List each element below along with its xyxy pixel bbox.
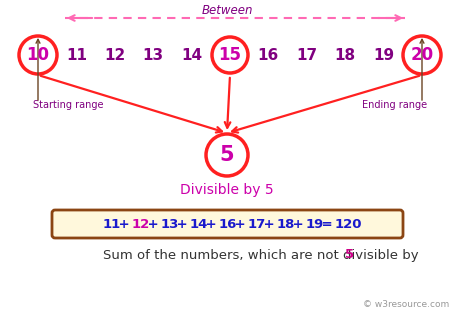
Text: Between: Between (201, 4, 253, 17)
Circle shape (212, 37, 248, 73)
Text: +: + (288, 217, 309, 231)
Text: 5: 5 (220, 145, 234, 165)
Text: Ending range: Ending range (362, 100, 427, 110)
Text: 14: 14 (190, 217, 208, 231)
Text: =: = (317, 217, 338, 231)
Text: 13: 13 (161, 217, 179, 231)
Text: 16: 16 (258, 47, 279, 62)
Text: +: + (230, 217, 251, 231)
Text: 13: 13 (143, 47, 164, 62)
FancyBboxPatch shape (52, 210, 403, 238)
Text: 120: 120 (335, 217, 362, 231)
Text: 19: 19 (306, 217, 324, 231)
Text: 18: 18 (277, 217, 295, 231)
Text: © w3resource.com: © w3resource.com (363, 300, 449, 309)
Text: 11: 11 (103, 217, 121, 231)
Text: +: + (202, 217, 222, 231)
Text: +: + (143, 217, 163, 231)
Text: 14: 14 (181, 47, 202, 62)
Text: Sum of the numbers, which are not divisible by: Sum of the numbers, which are not divisi… (103, 248, 423, 261)
Circle shape (206, 134, 248, 176)
Text: 15: 15 (218, 46, 242, 64)
Text: 16: 16 (219, 217, 237, 231)
Text: 17: 17 (248, 217, 266, 231)
Text: 12: 12 (104, 47, 125, 62)
Text: 10: 10 (26, 46, 49, 64)
Text: +: + (259, 217, 280, 231)
Circle shape (19, 36, 57, 74)
Text: 20: 20 (410, 46, 434, 64)
Text: 11: 11 (66, 47, 87, 62)
Text: 5: 5 (345, 248, 354, 261)
Text: Starting range: Starting range (33, 100, 104, 110)
Text: Divisible by 5: Divisible by 5 (180, 183, 274, 197)
Text: 17: 17 (296, 47, 317, 62)
Circle shape (403, 36, 441, 74)
Text: +: + (114, 217, 135, 231)
Text: 12: 12 (132, 217, 150, 231)
Text: +: + (173, 217, 192, 231)
Text: 19: 19 (373, 47, 394, 62)
Text: 18: 18 (335, 47, 356, 62)
